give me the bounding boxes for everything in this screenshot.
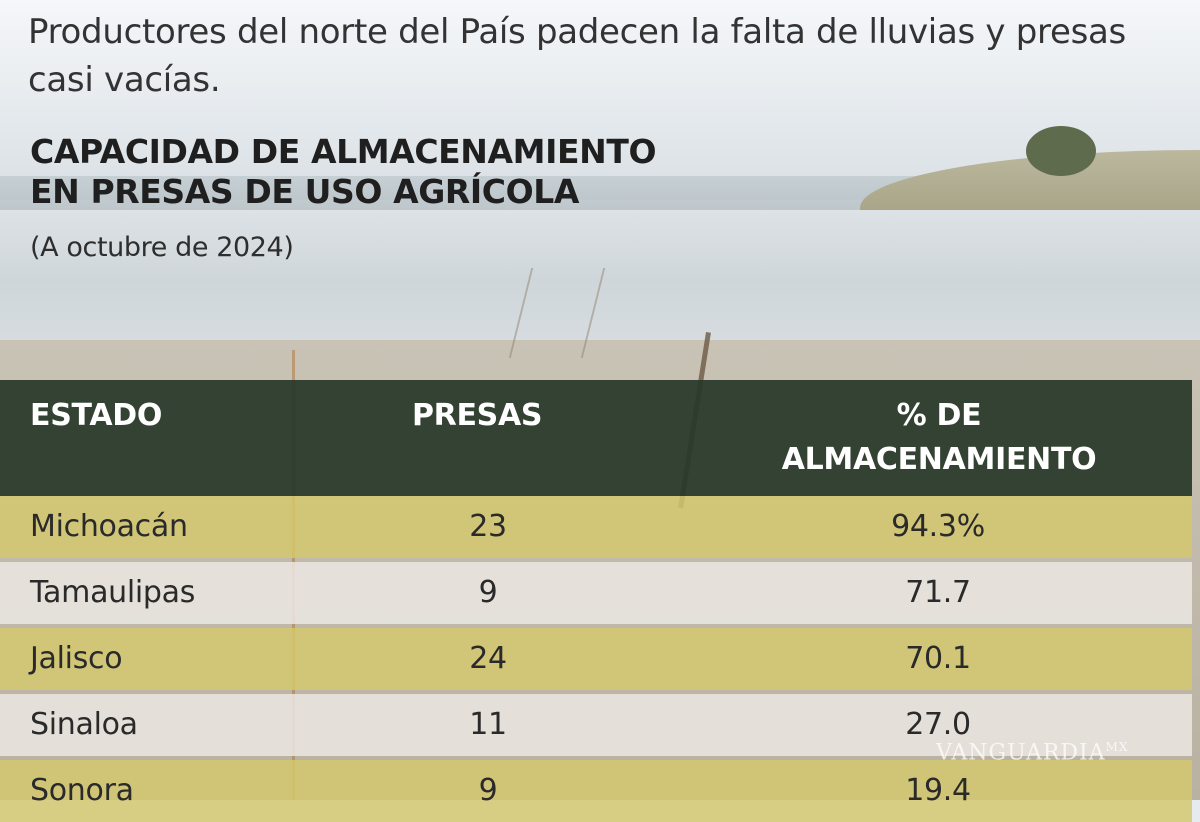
header-pct-line-2: ALMACENAMIENTO xyxy=(781,442,1097,477)
cell-estado: Jalisco xyxy=(30,641,123,676)
header-estado: ESTADO xyxy=(30,398,163,433)
table-row: Sinaloa 11 27.0 xyxy=(0,694,1192,756)
cell-almacenamiento: 27.0 xyxy=(905,707,971,742)
cell-presas: 24 xyxy=(469,641,507,676)
date-note: (A octubre de 2024) xyxy=(30,232,294,263)
cell-almacenamiento: 94.3% xyxy=(891,509,985,544)
cell-estado: Michoacán xyxy=(30,509,188,544)
tree xyxy=(1026,126,1096,176)
intro-text: Productores del norte del País padecen l… xyxy=(28,12,1126,100)
watermark-logo: VANGUARDIAMX xyxy=(936,740,1128,765)
cell-estado: Sinaloa xyxy=(30,707,138,742)
cell-presas: 9 xyxy=(478,773,498,808)
cell-presas: 9 xyxy=(478,575,498,610)
cell-estado: Sonora xyxy=(30,773,134,808)
cell-presas: 23 xyxy=(469,509,507,544)
cell-almacenamiento: 71.7 xyxy=(905,575,971,610)
watermark-suffix: MX xyxy=(1105,740,1129,754)
title-line-2: EN PRESAS DE USO AGRÍCOLA xyxy=(30,172,580,211)
title-line-1: CAPACIDAD DE ALMACENAMIENTO xyxy=(30,132,657,171)
cell-estado: Tamaulipas xyxy=(30,575,196,610)
table-row: Sonora 9 19.4 xyxy=(0,760,1192,822)
header-almacenamiento: % DE ALMACENAMIENTO xyxy=(750,394,1128,482)
reservoir-water xyxy=(0,210,1200,352)
cell-presas: 11 xyxy=(469,707,507,742)
watermark-name: VANGUARDIA xyxy=(936,740,1106,766)
cell-almacenamiento: 70.1 xyxy=(905,641,971,676)
cell-almacenamiento: 19.4 xyxy=(905,773,971,808)
header-pct-line-1: % DE xyxy=(896,398,982,433)
storage-table: ESTADO PRESAS % DE ALMACENAMIENTO Michoa… xyxy=(0,380,1192,822)
header-presas: PRESAS xyxy=(412,398,543,433)
table-row: Michoacán 23 94.3% xyxy=(0,496,1192,558)
chart-title: CAPACIDAD DE ALMACENAMIENTO EN PRESAS DE… xyxy=(30,132,830,212)
table-row: Tamaulipas 9 71.7 xyxy=(0,562,1192,624)
infographic: Productores del norte del País padecen l… xyxy=(0,12,1192,822)
table-header: ESTADO PRESAS % DE ALMACENAMIENTO xyxy=(0,380,1192,496)
table-row: Jalisco 24 70.1 xyxy=(0,628,1192,690)
